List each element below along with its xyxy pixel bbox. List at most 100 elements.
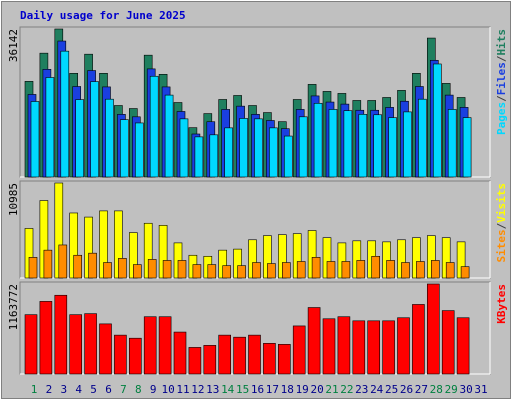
bar	[416, 261, 425, 279]
bar	[322, 318, 336, 375]
x-tick-label: 9	[150, 383, 157, 396]
bar	[307, 307, 321, 375]
bar	[237, 265, 246, 279]
bar	[143, 316, 157, 375]
bar	[388, 117, 397, 178]
bar	[326, 261, 336, 279]
bar	[248, 334, 261, 375]
x-tick-label: 25	[385, 383, 398, 396]
bar	[328, 109, 338, 178]
bar	[209, 134, 219, 178]
bar	[129, 337, 142, 375]
x-tick-label: 28	[430, 383, 443, 396]
bar	[118, 258, 127, 279]
bar	[88, 252, 97, 279]
x-tick-label: 26	[400, 383, 413, 396]
bar	[39, 301, 53, 375]
bar	[426, 283, 440, 375]
bar	[58, 244, 68, 279]
x-tick-label: 11	[176, 383, 189, 396]
x-tick-label: 31	[474, 383, 487, 396]
x-tick-label: 3	[60, 383, 67, 396]
bar	[239, 118, 248, 178]
bar	[313, 102, 323, 178]
bar	[356, 260, 366, 279]
bar	[252, 262, 261, 279]
legend: KBytes	[495, 284, 508, 324]
legend-entry: Sites	[495, 229, 508, 262]
x-tick-label: 19	[296, 383, 309, 396]
chart-title: Daily usage for June 2025	[20, 9, 186, 22]
bar	[173, 331, 187, 375]
bar	[188, 347, 202, 375]
y-tick-label: 1163772	[7, 284, 20, 330]
legend-entry: Visits	[495, 183, 508, 223]
bar	[337, 316, 351, 375]
x-tick-label: 14	[221, 383, 235, 396]
bar	[133, 264, 142, 279]
bar	[283, 135, 293, 178]
bar	[281, 262, 291, 279]
x-tick-label: 7	[120, 383, 127, 396]
bar	[30, 101, 40, 178]
bar	[224, 127, 233, 178]
bar	[192, 264, 202, 279]
x-tick-label: 10	[161, 383, 174, 396]
x-tick-label: 21	[325, 383, 338, 396]
bar	[386, 260, 395, 279]
bar	[373, 114, 383, 178]
legend-entry: Files	[495, 62, 508, 95]
bar	[441, 310, 455, 375]
bar	[43, 249, 53, 279]
bar	[343, 110, 353, 178]
y-tick-label: 10985	[7, 183, 20, 216]
bar	[371, 255, 381, 279]
bar	[99, 323, 112, 375]
bar	[462, 117, 472, 178]
bar	[149, 75, 159, 178]
bar	[24, 314, 38, 375]
bar	[341, 261, 351, 279]
x-tick-label: 23	[355, 383, 368, 396]
bar	[382, 320, 395, 375]
bar	[54, 294, 68, 375]
x-tick-label: 22	[340, 383, 353, 396]
bar	[456, 317, 470, 375]
x-tick-label: 1	[31, 383, 38, 396]
x-tick-label: 30	[459, 383, 472, 396]
x-tick-label: 4	[75, 383, 82, 396]
bar	[120, 119, 129, 178]
bar	[164, 94, 174, 178]
bar	[460, 266, 470, 279]
bar	[179, 118, 189, 178]
legend-separator: /	[495, 95, 508, 102]
bar	[28, 257, 38, 279]
bar	[162, 260, 172, 279]
x-tick-label: 13	[206, 383, 219, 396]
bar	[207, 264, 217, 279]
x-tick-label: 29	[445, 383, 458, 396]
bar	[311, 257, 321, 279]
bar	[418, 98, 427, 178]
x-tick-label: 6	[105, 383, 112, 396]
bar	[218, 334, 231, 375]
bar	[177, 260, 187, 279]
bar	[103, 262, 112, 279]
bar	[60, 50, 70, 178]
bar	[432, 63, 442, 178]
x-tick-label: 2	[46, 383, 53, 396]
bar	[254, 118, 263, 178]
bar	[447, 109, 457, 178]
bar	[158, 316, 172, 375]
x-tick-label: 27	[415, 383, 428, 396]
bar	[222, 265, 231, 279]
bar	[292, 325, 306, 375]
x-tick-label: 24	[370, 383, 384, 396]
bar	[298, 116, 308, 178]
bar	[277, 344, 291, 375]
x-tick-label: 18	[281, 383, 294, 396]
legend-entry: Hits	[495, 29, 508, 56]
x-tick-label: 17	[266, 383, 279, 396]
